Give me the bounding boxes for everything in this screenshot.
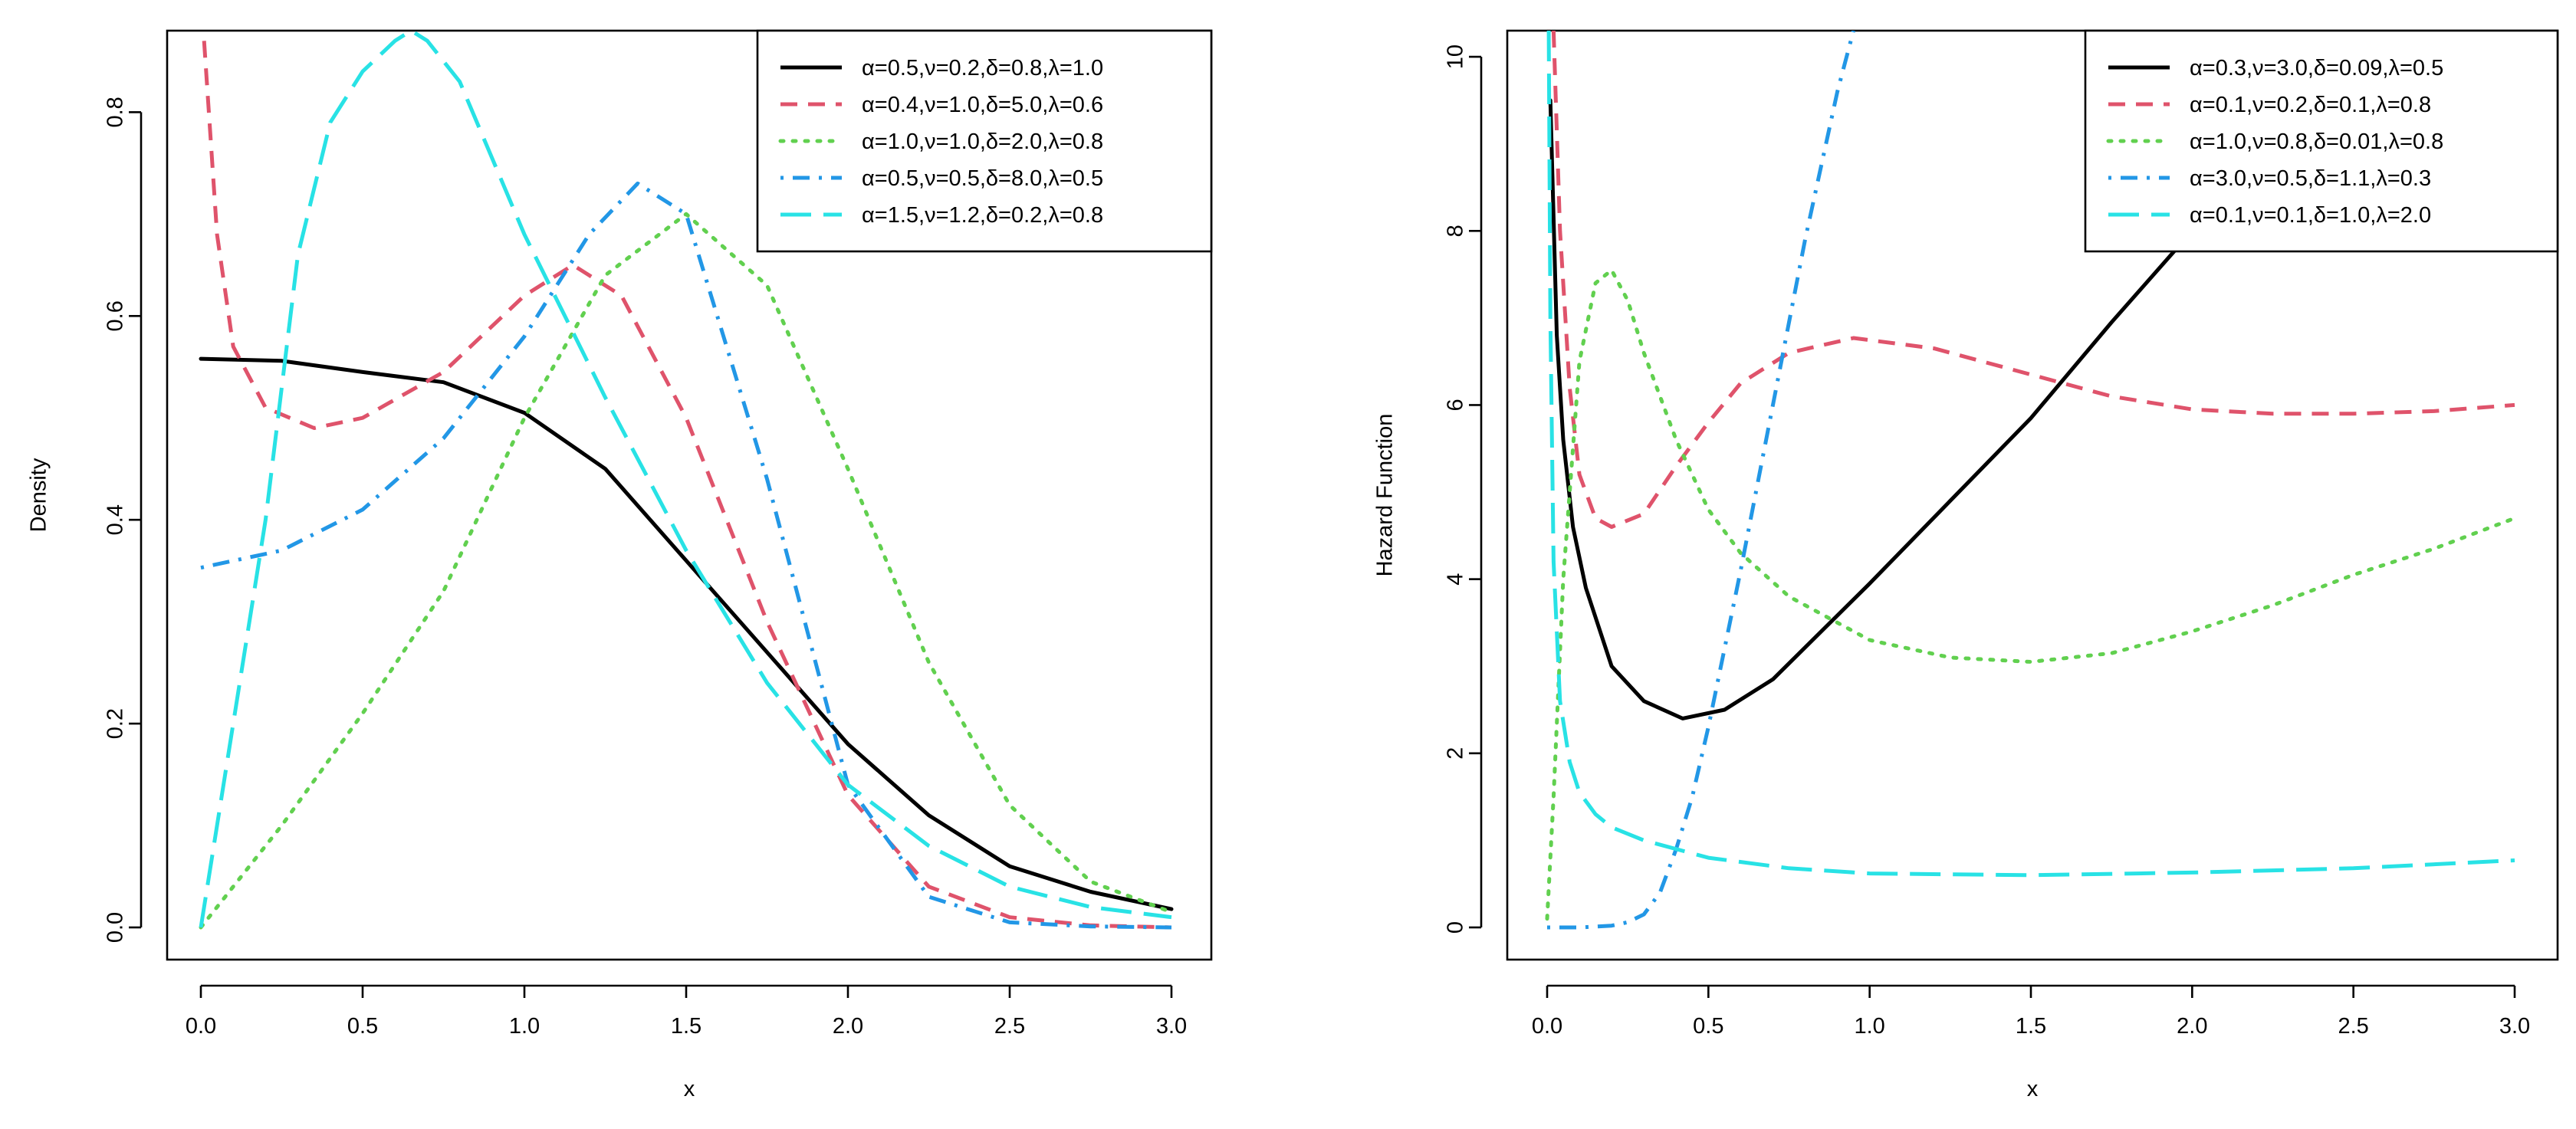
legend-label-5: α=0.1,ν=0.1,δ=1.0,λ=2.0 [2190,203,2431,228]
x-tick-label: 0.0 [186,1014,216,1039]
series-line-2 [202,41,1172,930]
series-line-4 [200,181,1172,930]
legend-label-5: α=1.5,ν=1.2,δ=0.2,λ=0.8 [862,203,1103,228]
x-tick-label: 2.0 [2177,1014,2207,1039]
x-tick-label: 3.0 [2499,1014,2530,1039]
series-line-1 [199,356,1174,911]
y-tick-label: 6 [1444,399,1468,411]
legend-label-1: α=0.3,ν=3.0,δ=0.09,λ=0.5 [2190,56,2443,80]
y-tick-label: 0.6 [104,300,128,331]
y-axis-title: Hazard Function [1373,414,1398,577]
y-tick-label: 0.8 [104,97,128,127]
x-tick-label: 0.0 [1532,1014,1562,1039]
y-tick-label: 4 [1444,573,1468,586]
series-group [199,31,1174,930]
legend: α=0.3,ν=3.0,δ=0.09,λ=0.5 α=0.1,ν=0.2,δ=0.… [2084,29,2559,253]
y-axis-title: Density [27,458,51,532]
y-tick-label: 10 [1444,44,1468,69]
plot-frame [1506,29,2559,961]
x-tick-label: 2.5 [2338,1014,2369,1039]
y-tick-label: 0 [1444,921,1468,934]
y-tick-label: 0.2 [104,708,128,739]
y-tick-label: 0.4 [104,504,128,535]
hazard-panel: 0.0 0.5 1.0 1.5 2.0 2.5 3.0 0 2 4 6 8 10 x Hazard Func… [1373,29,2559,1101]
x-tick-label: 1.0 [1855,1014,1885,1039]
plot-frame [166,29,1213,961]
legend-label-4: α=3.0,ν=0.5,δ=1.1,λ=0.3 [2190,166,2431,191]
series-line-3 [199,212,1174,930]
series-line-4 [1547,31,1856,930]
series-line-2 [1551,31,2515,529]
x-axis-title: x [684,1077,695,1101]
density-panel: 0.0 0.5 1.0 1.5 2.0 2.5 3.0 0.0 0.2 0.4 0.6 0.8 x Den… [27,29,1213,1101]
y-tick-label: 8 [1444,225,1468,237]
legend-label-2: α=0.1,ν=0.2,δ=0.1,λ=0.8 [2190,93,2431,117]
x-tick-label: 1.5 [671,1014,702,1039]
legend-label-4: α=0.5,ν=0.5,δ=8.0,λ=0.5 [862,166,1103,191]
legend-label-1: α=0.5,ν=0.2,δ=0.8,λ=1.0 [862,56,1103,80]
x-tick-label: 0.5 [347,1014,378,1039]
legend-label-2: α=0.4,ν=1.0,δ=5.0,λ=0.6 [862,93,1103,117]
x-tick-label: 1.5 [2016,1014,2046,1039]
x-tick-label: 2.0 [833,1014,863,1039]
x-tick-label: 3.0 [1156,1014,1187,1039]
legend-label-3: α=1.0,ν=0.8,δ=0.01,λ=0.8 [2190,130,2443,154]
x-axis-title: x [2027,1077,2039,1101]
series-line-5 [199,31,1172,928]
series-line-3 [1545,267,2517,921]
y-tick-label: 2 [1444,747,1468,760]
x-tick-label: 2.5 [994,1014,1025,1039]
series-line-5 [1546,31,2515,878]
y-tick-label: 0.0 [104,912,128,943]
legend: α=0.5,ν=0.2,δ=0.8,λ=1.0 α=0.4,ν=1.0,δ=5.0… [756,29,1213,253]
legend-label-3: α=1.0,ν=1.0,δ=2.0,λ=0.8 [862,130,1103,154]
x-tick-label: 0.5 [1693,1014,1723,1039]
x-tick-label: 1.0 [509,1014,540,1039]
